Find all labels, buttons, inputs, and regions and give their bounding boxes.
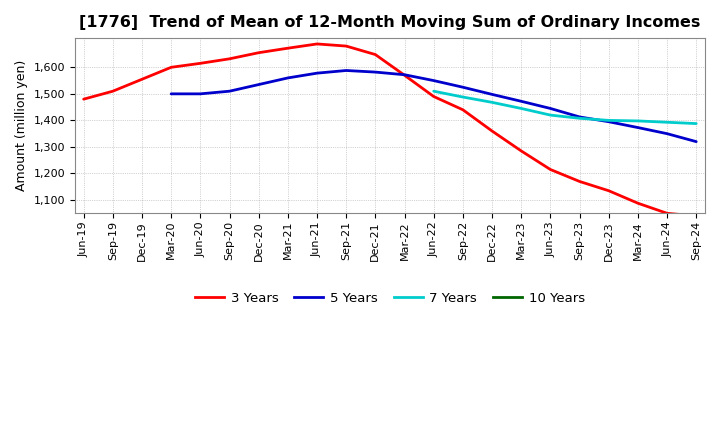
5 Years [342,68,351,73]
5 Years [312,70,321,76]
3 Years [138,77,146,82]
3 Years [167,65,176,70]
3 Years [692,213,701,219]
Legend: 3 Years, 5 Years, 7 Years, 10 Years: 3 Years, 5 Years, 7 Years, 10 Years [190,286,590,310]
3 Years [109,88,117,94]
5 Years [459,84,467,90]
5 Years [196,91,204,96]
5 Years [167,91,176,96]
5 Years [634,125,642,130]
5 Years [546,106,554,111]
5 Years [662,131,671,136]
3 Years [79,96,88,102]
7 Years [459,95,467,100]
3 Years [342,44,351,49]
3 Years [604,188,613,194]
5 Years [284,75,292,81]
3 Years [196,61,204,66]
Title: [1776]  Trend of Mean of 12-Month Moving Sum of Ordinary Incomes: [1776] Trend of Mean of 12-Month Moving … [79,15,701,30]
3 Years [662,211,671,216]
5 Years [692,139,701,144]
3 Years [312,41,321,47]
Line: 5 Years: 5 Years [171,70,696,142]
5 Years [429,78,438,83]
7 Years [517,106,526,111]
3 Years [546,167,554,172]
7 Years [692,121,701,126]
5 Years [517,99,526,104]
3 Years [487,128,496,134]
Line: 3 Years: 3 Years [84,44,696,216]
7 Years [662,120,671,125]
Line: 7 Years: 7 Years [433,91,696,124]
3 Years [371,52,379,57]
3 Years [634,201,642,206]
7 Years [546,113,554,118]
5 Years [371,70,379,75]
5 Years [254,82,263,87]
5 Years [400,72,409,77]
5 Years [604,119,613,125]
3 Years [575,179,584,184]
Y-axis label: Amount (million yen): Amount (million yen) [15,60,28,191]
5 Years [225,88,234,94]
7 Years [604,118,613,123]
7 Years [575,116,584,121]
3 Years [284,46,292,51]
7 Years [634,118,642,124]
7 Years [429,88,438,94]
3 Years [225,56,234,62]
3 Years [429,94,438,99]
3 Years [517,148,526,154]
7 Years [487,100,496,105]
3 Years [459,107,467,113]
3 Years [254,50,263,55]
5 Years [575,114,584,120]
5 Years [487,92,496,97]
3 Years [400,73,409,78]
